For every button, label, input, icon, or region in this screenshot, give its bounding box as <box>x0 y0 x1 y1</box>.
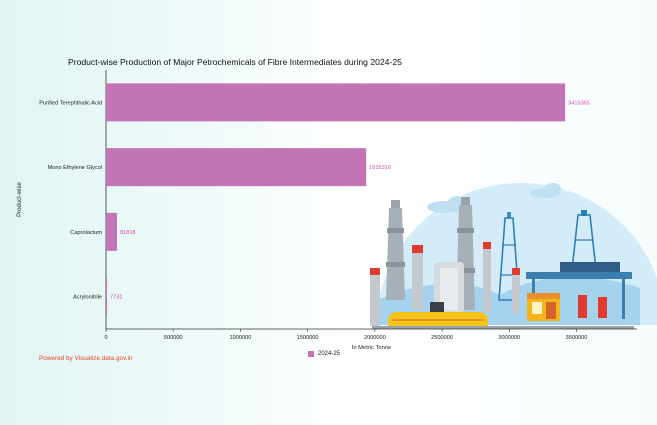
legend-swatch <box>308 351 314 357</box>
x-tick-label: 3000000 <box>498 335 520 341</box>
bar-purified-terephthalic-acid[interactable] <box>106 83 566 122</box>
x-tick-label: 0 <box>104 335 107 341</box>
bar-mono-ethylene-glycol[interactable] <box>106 148 367 187</box>
data-label: 81818 <box>120 230 136 236</box>
legend-label: 2024-25 <box>318 351 341 357</box>
category-label: Acrylonitrile <box>73 295 102 301</box>
data-label: 3415365 <box>568 100 590 106</box>
x-tick-label: 3500000 <box>566 335 588 341</box>
y-axis-title: Product-wise <box>17 182 23 217</box>
chart-title: Product-wise Production of Major Petroch… <box>68 57 402 67</box>
x-tick-label: 2000000 <box>364 335 386 341</box>
legend[interactable]: 2024-25 <box>308 351 340 357</box>
x-tick-label: 2500000 <box>431 335 453 341</box>
category-label: Purified Terephthalic Acid <box>39 100 102 106</box>
plot-area: Purified Terephthalic Acid 3415365 Mono Et… <box>17 70 637 351</box>
data-label: 1935310 <box>369 165 391 171</box>
bar-caprolactum[interactable] <box>106 212 117 251</box>
bar-acrylonitrile[interactable] <box>106 277 108 316</box>
data-label: 7731 <box>110 295 122 301</box>
refinery-illustration <box>370 183 657 329</box>
powered-by-link[interactable]: Powered by Visualize.data.gov.in <box>39 355 133 362</box>
x-tick-label: 500000 <box>164 335 183 341</box>
x-tick-label: 1000000 <box>230 335 252 341</box>
x-tick-label: 1500000 <box>297 335 319 341</box>
category-label: Caprolactum <box>70 230 102 236</box>
x-axis-title: In Metric Tonne <box>352 345 392 351</box>
category-label: Mono Ethylene Glycol <box>48 165 102 171</box>
